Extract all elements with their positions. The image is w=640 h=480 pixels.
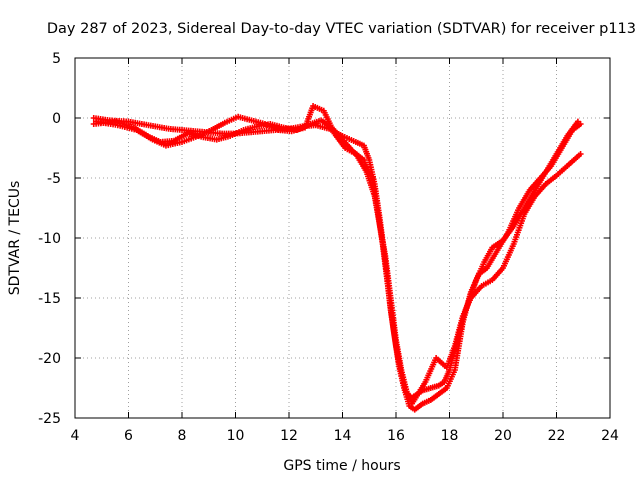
- y-tick-label: -5: [47, 171, 61, 187]
- x-tick-label: 24: [601, 428, 619, 444]
- y-tick-label: 0: [52, 111, 61, 127]
- x-tick-label: 14: [334, 428, 352, 444]
- y-tick-label: -10: [38, 231, 61, 247]
- x-ticks: 4 6 8 10 12 14 16 18 20 22 24: [71, 58, 619, 444]
- data-point: [577, 151, 584, 157]
- x-tick-label: 8: [178, 428, 187, 444]
- x-tick-label: 18: [441, 428, 459, 444]
- y-axis-label: SDTVAR / TECUs: [7, 181, 23, 296]
- y-tick-label: -20: [38, 351, 61, 367]
- data-points: [90, 103, 584, 413]
- x-tick-label: 4: [71, 428, 80, 444]
- x-tick-label: 20: [494, 428, 512, 444]
- y-ticks: -25 -20 -15 -10 -5 0 5: [38, 51, 610, 427]
- x-tick-label: 12: [280, 428, 298, 444]
- grid: [75, 58, 610, 418]
- y-tick-label: -15: [38, 291, 61, 307]
- series-track-c: [93, 103, 584, 407]
- plot-frame: [74, 57, 611, 419]
- x-tick-label: 10: [227, 428, 245, 444]
- x-axis-label: GPS time / hours: [283, 458, 400, 474]
- x-tick-label: 22: [548, 428, 566, 444]
- series-track-b: [90, 117, 584, 413]
- y-tick-label: -25: [38, 411, 61, 427]
- y-tick-label: 5: [52, 51, 61, 67]
- chart-title: Day 287 of 2023, Sidereal Day-to-day VTE…: [47, 21, 636, 37]
- x-tick-label: 16: [387, 428, 405, 444]
- x-tick-label: 6: [124, 428, 133, 444]
- data-point: [577, 121, 584, 127]
